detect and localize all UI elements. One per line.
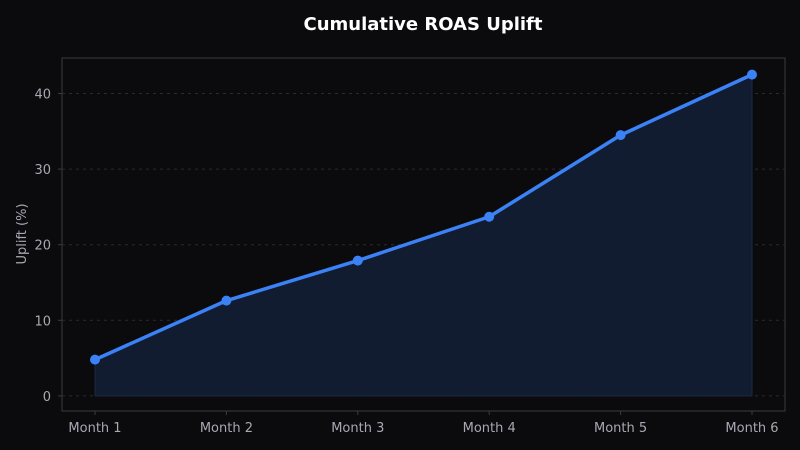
x-tick-label-1: Month 2 <box>200 421 253 436</box>
y-axis-ticks: 0 10 20 30 40 <box>34 88 62 405</box>
data-point-5 <box>747 69 757 80</box>
series-line <box>93 72 754 362</box>
x-tick-label-0: Month 1 <box>68 421 121 436</box>
y-tick-label-4: 40 <box>34 88 51 103</box>
line-layer <box>93 72 754 362</box>
y-axis-label: Uplift (%) <box>15 203 30 264</box>
x-axis-ticks: Month 1 Month 2 Month 3 Month 4 Month 5 Month… <box>68 411 779 436</box>
chart-title: Cumulative ROAS Uplift <box>303 14 542 35</box>
y-tick-label-0: 0 <box>43 390 51 405</box>
x-tick-label-3: Month 4 <box>463 421 516 436</box>
x-tick-label-4: Month 5 <box>594 421 647 436</box>
data-point-4 <box>615 130 626 141</box>
y-tick-label-3: 30 <box>34 163 51 178</box>
x-tick-label-2: Month 3 <box>331 421 384 436</box>
data-point-2 <box>352 255 363 266</box>
y-tick-label-1: 10 <box>34 314 51 329</box>
y-tick-label-2: 20 <box>34 239 51 254</box>
data-points <box>90 69 757 365</box>
data-point-3 <box>484 211 495 222</box>
data-point-0 <box>90 354 100 365</box>
x-tick-label-5: Month 6 <box>725 421 778 436</box>
data-point-1 <box>221 295 232 306</box>
